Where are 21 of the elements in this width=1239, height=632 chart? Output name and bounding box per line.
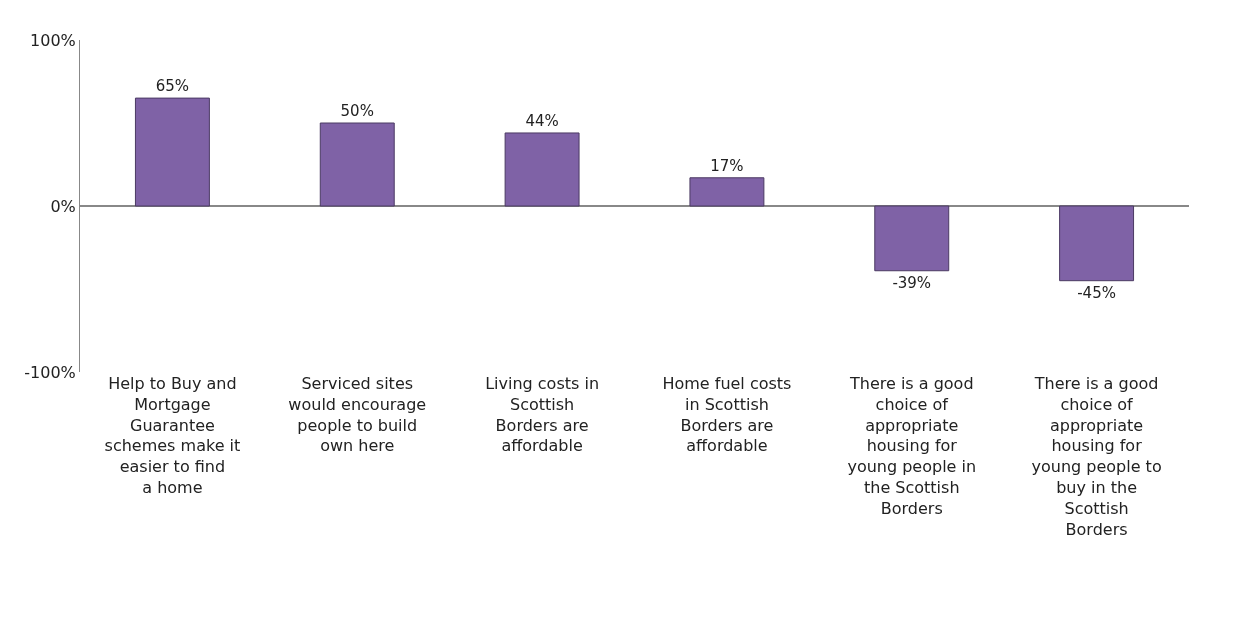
y-tick-label: 100%	[30, 30, 76, 50]
x-tick-label: There is a good choice of appropriate housing for young people in the Scottish Borders	[847, 374, 977, 518]
data-label: 65%	[155, 77, 190, 96]
data-label: 17%	[710, 156, 744, 175]
x-tick-label: There is a good choice of appropriate housing for young people to buy in the Scottish Borders	[1031, 374, 1162, 539]
x-tick-label: Help to Buy and Mortgage Guarantee schemes make it easier to find a home	[104, 374, 241, 497]
bar	[319, 122, 395, 207]
data-label: -39%	[892, 273, 932, 292]
x-tick-label: Serviced sites would encourage people to build own here	[288, 374, 427, 456]
data-label: 44%	[525, 111, 559, 130]
x-tick-label: Home fuel costs in Scottish Borders are affordable	[662, 374, 792, 456]
bar	[874, 205, 950, 272]
y-tick-label: -100%	[24, 362, 76, 382]
data-label: 50%	[340, 102, 374, 120]
bar	[504, 132, 580, 207]
y-tick-label: 0%	[50, 196, 76, 216]
bar	[1059, 205, 1135, 282]
x-tick-label: Living costs in Scottish Borders are affordable	[485, 374, 600, 456]
data-label: -45%	[1077, 283, 1116, 302]
bar	[689, 177, 765, 207]
bar	[134, 97, 210, 207]
